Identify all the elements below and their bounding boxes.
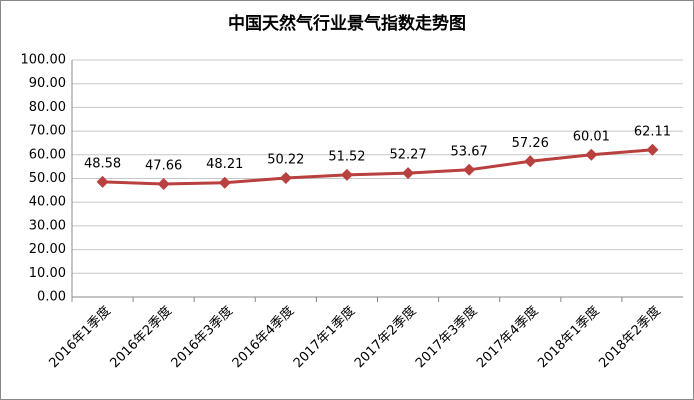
y-tick-label: 70.00 <box>29 124 66 139</box>
y-tick-label: 30.00 <box>29 218 66 233</box>
point-marker <box>402 167 415 180</box>
y-tick-label: 60.00 <box>29 147 66 162</box>
y-tick-label: 40.00 <box>29 195 66 210</box>
y-tick-label: 90.00 <box>29 76 66 91</box>
data-label: 60.01 <box>573 129 610 144</box>
data-label: 62.11 <box>634 124 671 139</box>
data-label: 57.26 <box>512 136 549 151</box>
point-marker <box>279 171 292 184</box>
point-marker <box>157 178 170 191</box>
y-tick-label: 50.00 <box>29 171 66 186</box>
point-marker <box>463 163 476 176</box>
point-marker <box>218 176 231 189</box>
point-marker <box>96 175 109 188</box>
data-label: 47.66 <box>145 159 182 174</box>
y-tick-label: 80.00 <box>29 100 66 115</box>
point-marker <box>524 155 537 168</box>
y-tick-label: 10.00 <box>29 266 66 281</box>
data-label: 48.58 <box>84 156 121 171</box>
point-marker <box>646 143 659 156</box>
data-label: 53.67 <box>451 144 488 159</box>
point-marker <box>340 168 353 181</box>
series-line <box>102 148 653 186</box>
y-tick-label: 100.00 <box>21 53 67 68</box>
data-label: 50.22 <box>267 152 304 167</box>
y-tick-label: 0.00 <box>37 290 66 305</box>
y-tick-label: 20.00 <box>29 242 66 257</box>
data-label: 52.27 <box>389 148 426 163</box>
point-marker <box>585 148 598 161</box>
chart-title: 中国天然气行业景气指数走势图 <box>228 13 466 34</box>
data-label: 51.52 <box>328 149 365 164</box>
data-label: 48.21 <box>206 157 243 172</box>
